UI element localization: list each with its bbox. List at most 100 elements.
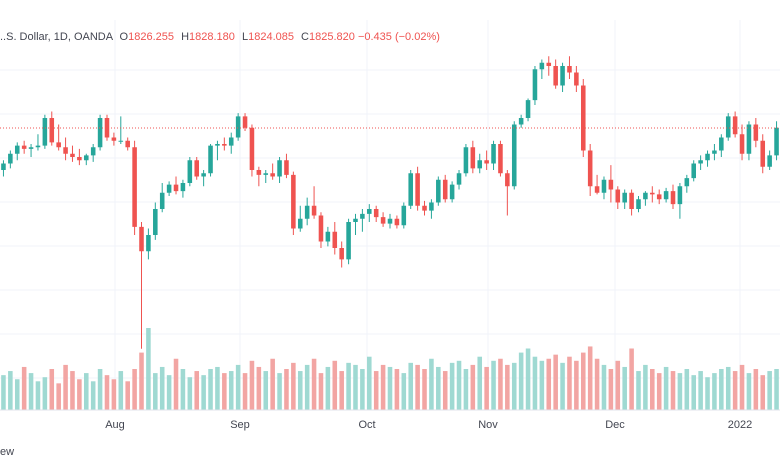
- candle-body: [518, 118, 524, 125]
- candle-body: [767, 155, 772, 167]
- candle-body: [629, 192, 634, 209]
- volume-bar: [49, 369, 55, 410]
- volume-bar: [622, 366, 627, 410]
- volume-bar: [325, 366, 331, 410]
- volume-bar: [84, 373, 89, 410]
- candle-body: [56, 142, 61, 148]
- candle-body: [249, 127, 255, 170]
- volume-bar: [725, 366, 731, 410]
- volume-bar: [746, 373, 752, 410]
- volume-bar: [698, 371, 703, 410]
- change-value: −0.435 (−0.02%): [357, 31, 440, 43]
- candle-body: [270, 173, 275, 177]
- volume-bar: [173, 358, 179, 410]
- candle-body: [684, 178, 690, 187]
- volume-bar: [401, 373, 407, 410]
- candle-body: [256, 170, 262, 175]
- volume-bar: [256, 366, 262, 410]
- open-value: 1826.255: [128, 31, 174, 43]
- volume-bar: [732, 371, 738, 410]
- candle-body: [180, 183, 186, 192]
- volume-bar: [505, 364, 510, 410]
- x-tick-label: Sep: [230, 419, 250, 431]
- volume-bar: [691, 375, 696, 410]
- volume-bar: [442, 371, 448, 410]
- volume-bar: [318, 373, 324, 410]
- candle-body: [367, 209, 372, 214]
- volume-bar: [139, 352, 144, 410]
- volume-bar: [97, 369, 103, 410]
- candle-body: [442, 179, 448, 200]
- volume-bar: [194, 371, 200, 410]
- candle-body: [601, 179, 607, 193]
- volume-bar: [456, 360, 462, 410]
- candle-body: [318, 215, 324, 242]
- x-tick-label: Dec: [605, 419, 625, 431]
- x-tick-label: Aug: [105, 419, 125, 431]
- volume-bar: [70, 371, 75, 410]
- volume-bar: [222, 373, 227, 410]
- volume-bar: [1, 375, 6, 410]
- candle-body: [166, 184, 172, 193]
- volume-bar: [8, 371, 13, 410]
- volume-bar: [477, 356, 483, 410]
- volume-bar: [201, 375, 206, 410]
- candle-body: [291, 174, 296, 229]
- volume-bar: [215, 366, 220, 410]
- candle-body: [277, 160, 282, 177]
- high-value: 1828.180: [189, 31, 235, 43]
- volume-bar: [242, 373, 248, 410]
- candle-body: [484, 160, 489, 164]
- candle-body: [228, 137, 234, 146]
- candle-body: [373, 209, 379, 218]
- candle-body: [304, 205, 310, 219]
- volume-bar: [663, 366, 669, 410]
- volume-bar: [270, 358, 275, 410]
- candle-body: [360, 213, 365, 219]
- volume-bar: [353, 364, 358, 410]
- volume-bar: [339, 371, 344, 410]
- volume-bar: [760, 375, 766, 410]
- volume-bar: [677, 373, 683, 410]
- candle-body: [587, 150, 593, 187]
- candle-body: [263, 173, 269, 175]
- candle-body: [477, 160, 483, 169]
- candle-body: [670, 191, 676, 205]
- volume-bar: [311, 358, 317, 410]
- candle-body: [491, 144, 496, 164]
- brand-text[interactable]: ew: [0, 446, 15, 458]
- candle-body: [725, 116, 731, 138]
- candle-body: [580, 85, 586, 151]
- volume-bar: [387, 366, 393, 410]
- candle-body: [215, 144, 220, 146]
- candle-body: [353, 218, 358, 222]
- volume-bar: [574, 360, 579, 410]
- volume-bar: [532, 356, 538, 410]
- close-label: C: [301, 31, 309, 43]
- candle-body: [339, 248, 344, 260]
- volume-bar: [650, 369, 655, 410]
- candle-body: [560, 66, 565, 86]
- candle-body: [774, 127, 779, 156]
- volume-bar: [228, 371, 234, 410]
- volume-bar: [111, 379, 117, 410]
- volume-bar: [560, 362, 565, 410]
- candle-body: [422, 205, 427, 211]
- x-tick-label: Oct: [358, 419, 375, 431]
- candle-body: [677, 186, 683, 205]
- candle-body: [84, 155, 89, 161]
- candle-body: [380, 217, 386, 224]
- candle-body: [712, 150, 717, 154]
- volume-bar: [394, 369, 400, 410]
- volume-bar: [753, 369, 759, 410]
- candle-body: [311, 205, 317, 216]
- volume-bar: [525, 348, 531, 410]
- candle-body: [235, 116, 241, 138]
- x-tick-label: Nov: [478, 419, 498, 431]
- x-tick-label: 2022: [728, 419, 752, 431]
- candle-body: [594, 186, 600, 193]
- candle-body: [208, 145, 213, 174]
- volume-bar: [208, 369, 213, 410]
- ohlc-legend: ..S. Dollar, 1D, OANDA O1826.255 H1828.1…: [0, 31, 440, 43]
